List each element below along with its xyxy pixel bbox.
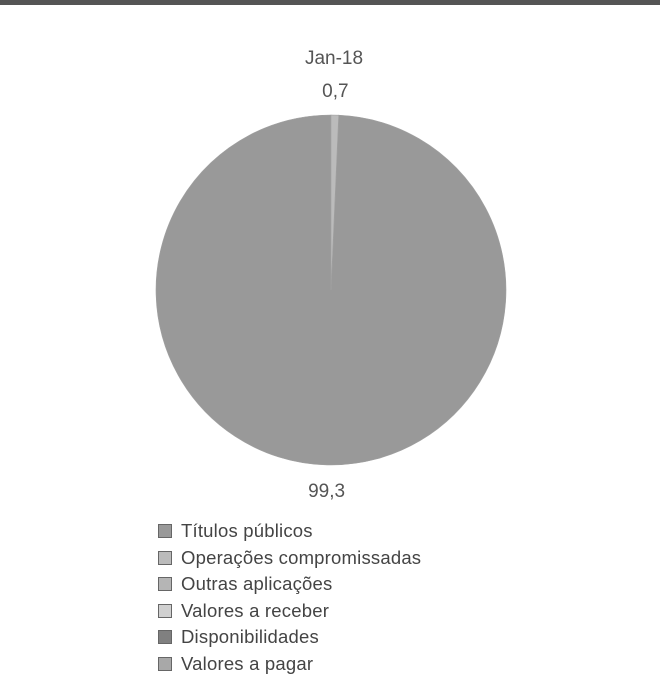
pie-chart: 99,3 0,7 bbox=[155, 81, 507, 500]
pie-slice-1 bbox=[330, 114, 340, 291]
legend-item: Outras aplicações bbox=[158, 571, 421, 598]
legend-swatch bbox=[158, 577, 172, 592]
legend-label: Valores a receber bbox=[181, 599, 330, 621]
legend-item: Títulos públicos bbox=[158, 518, 421, 545]
legend-swatch bbox=[158, 524, 172, 539]
legend-label: Operações compromissadas bbox=[181, 546, 422, 568]
legend-label: Disponibilidades bbox=[181, 626, 319, 648]
legend-label: Valores a pagar bbox=[181, 652, 314, 674]
legend-item: Operações compromissadas bbox=[158, 545, 421, 572]
chart-title: Jan-18 bbox=[304, 48, 364, 69]
legend-item: Valores a receber bbox=[158, 598, 421, 625]
legend-swatch bbox=[158, 550, 172, 565]
legend-swatch bbox=[158, 603, 172, 618]
legend-label: Outras aplicações bbox=[181, 573, 333, 595]
legend-swatch bbox=[158, 630, 172, 645]
data-label-1: 0,7 bbox=[322, 81, 348, 102]
legend: Títulos públicos Operações compromissadas… bbox=[158, 518, 421, 677]
legend-label: Títulos públicos bbox=[181, 520, 313, 542]
legend-item: Valores a pagar bbox=[158, 651, 421, 678]
legend-item: Disponibilidades bbox=[158, 624, 421, 651]
legend-swatch bbox=[158, 656, 172, 671]
top-border bbox=[0, 0, 660, 5]
data-label-0: 99,3 bbox=[308, 481, 345, 500]
